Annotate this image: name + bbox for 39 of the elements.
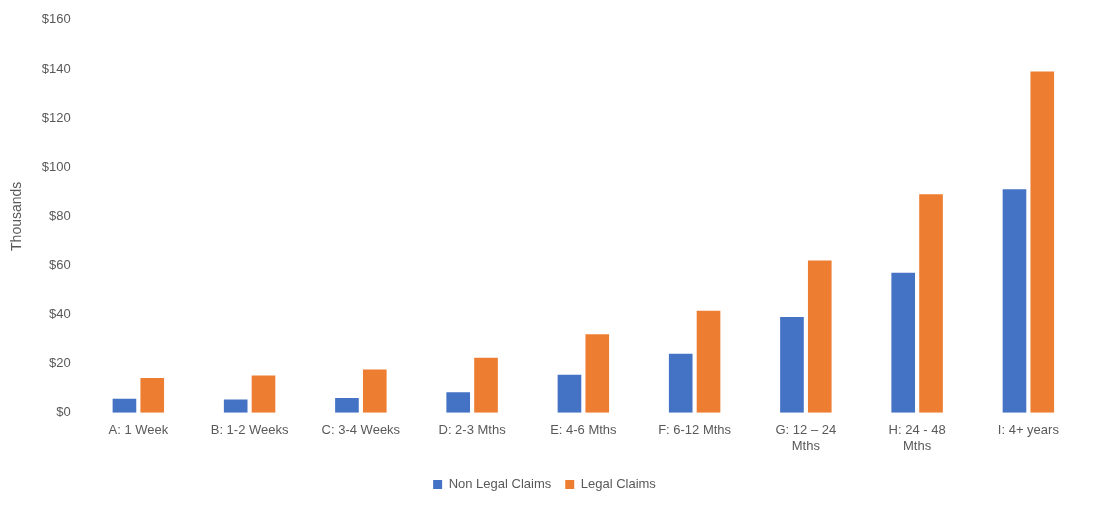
bar — [474, 357, 498, 413]
bar — [557, 374, 582, 413]
bar — [668, 353, 693, 413]
y-tick-label: $100 — [41, 158, 71, 174]
x-tick-label: F: 6-12 Mths — [658, 422, 732, 438]
bar — [919, 194, 943, 413]
y-tick-label: $160 — [41, 11, 71, 27]
bar — [696, 310, 721, 413]
bar — [446, 392, 471, 413]
bar — [140, 377, 165, 413]
legend-label: Legal Claims — [580, 476, 657, 492]
x-tick-label: G: 12 – 24 Mths — [775, 422, 837, 453]
y-tick-label: $80 — [49, 207, 71, 223]
x-tick-label: A: 1 Week — [108, 422, 169, 438]
y-tick-label: $140 — [41, 60, 71, 76]
bar — [585, 334, 610, 413]
bar — [807, 260, 832, 413]
y-tick-label: $60 — [49, 257, 71, 272]
bar — [251, 375, 276, 413]
y-axis-title: Thousands — [8, 181, 25, 251]
y-tick-label: $20 — [49, 355, 71, 371]
bar — [780, 317, 804, 413]
bar — [112, 398, 137, 413]
x-tick-label: H: 24 - 48 Mths — [888, 422, 946, 453]
y-tick-label: $120 — [41, 109, 71, 125]
x-tick-label: B: 1-2 Weeks — [210, 422, 289, 438]
legend-label: Non Legal Claims — [448, 476, 552, 492]
y-tick-label: $40 — [49, 306, 71, 322]
bar — [1030, 71, 1055, 413]
bar — [891, 272, 916, 413]
bar — [1002, 189, 1027, 413]
bar — [335, 398, 359, 413]
y-tick-label: $0 — [56, 404, 71, 420]
x-tick-label: C: 3-4 Weeks — [321, 422, 401, 438]
x-tick-label: D: 2-3 Mths — [438, 422, 507, 438]
bar — [223, 399, 248, 413]
bar — [362, 369, 387, 413]
x-tick-label: E: 4-6 Mths — [550, 422, 618, 438]
x-tick-label: I: 4+ years — [997, 422, 1060, 438]
